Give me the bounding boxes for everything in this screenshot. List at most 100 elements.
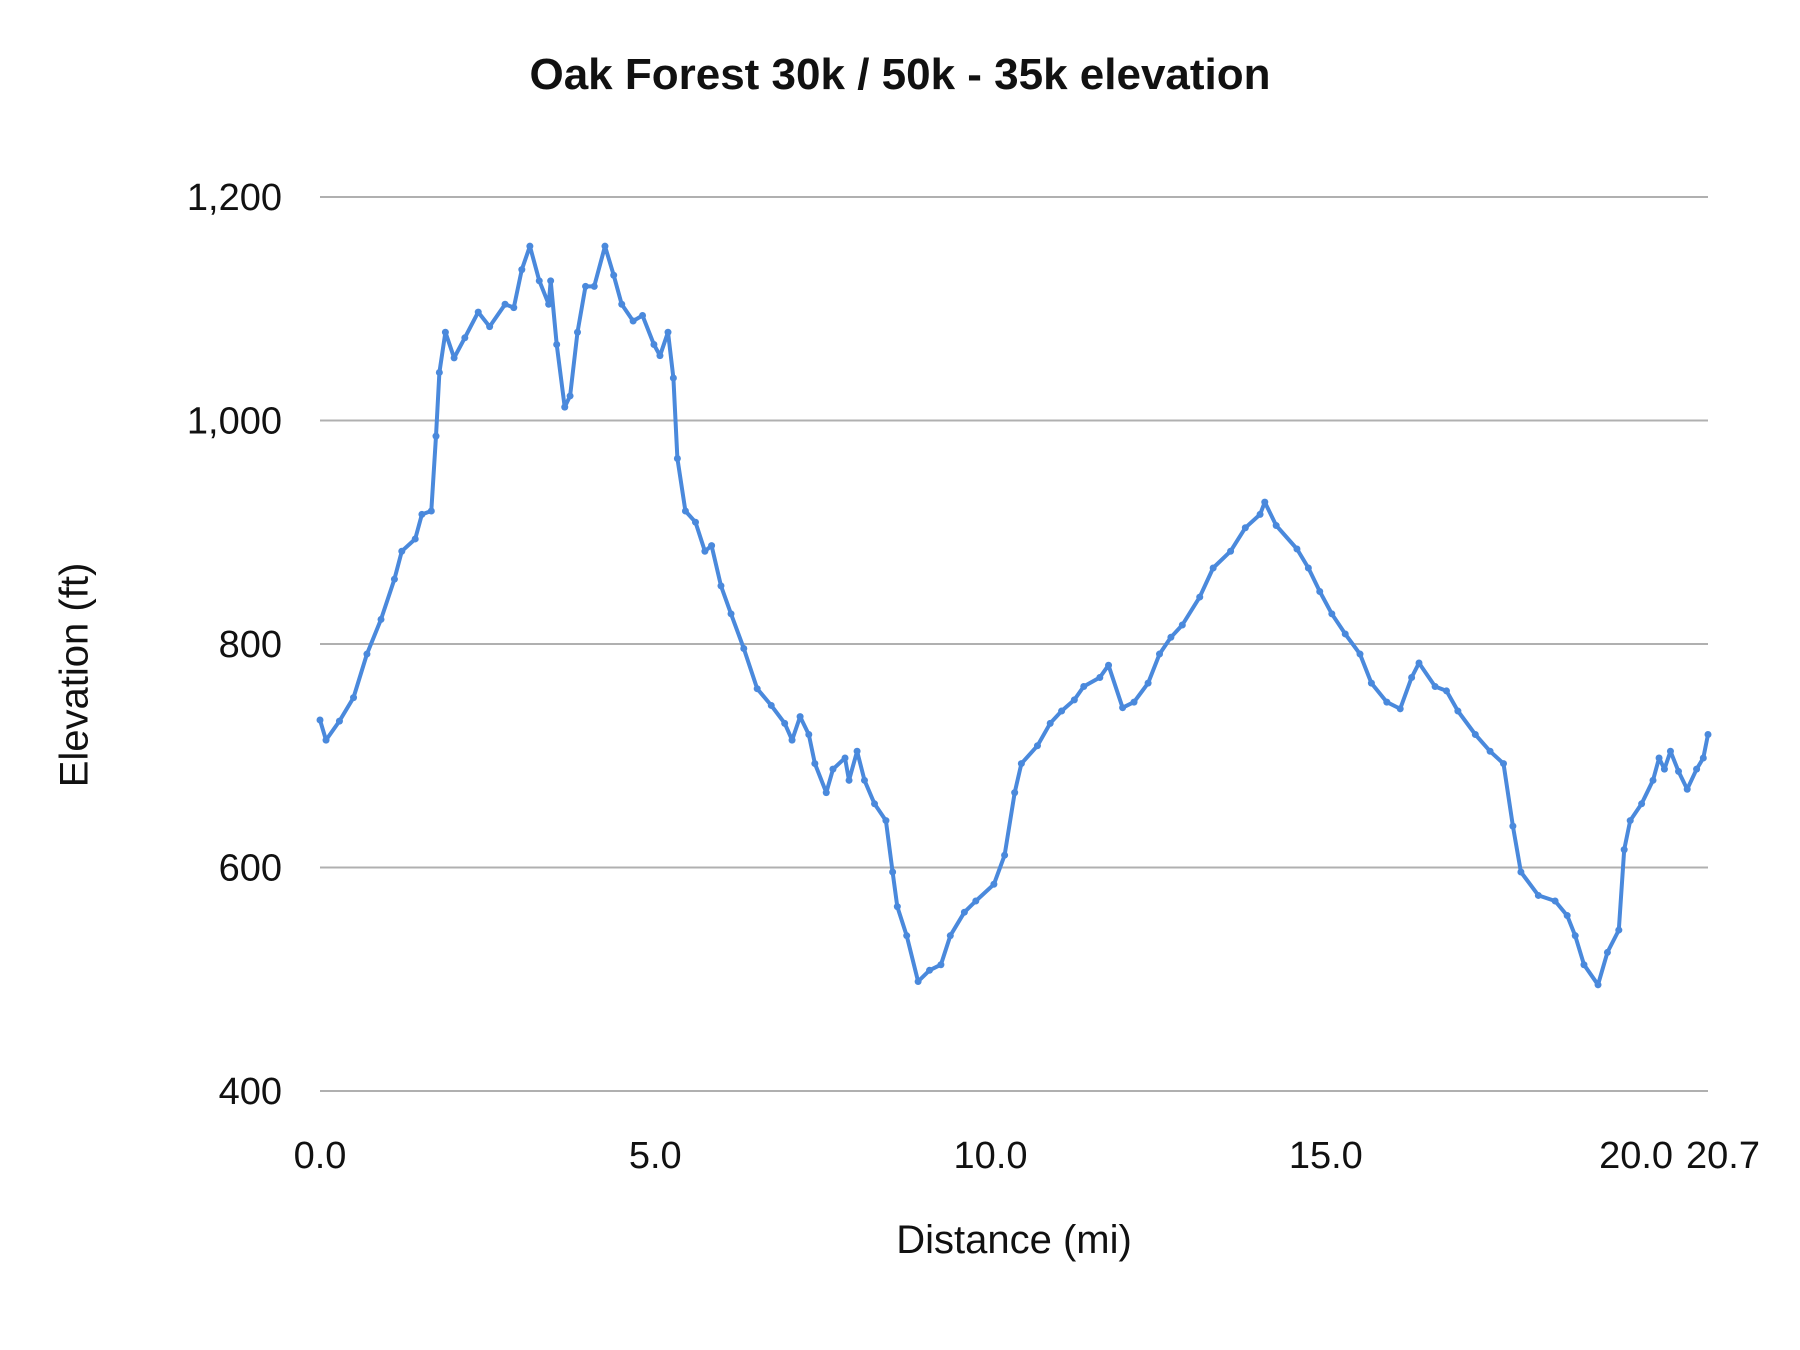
data-point bbox=[363, 650, 371, 658]
data-point bbox=[656, 352, 664, 360]
data-point bbox=[1620, 846, 1628, 854]
data-point bbox=[398, 547, 406, 555]
data-point bbox=[486, 323, 494, 331]
data-point bbox=[618, 300, 626, 308]
data-point bbox=[1486, 747, 1494, 755]
data-point bbox=[1571, 932, 1579, 940]
data-point bbox=[1119, 704, 1127, 712]
data-point bbox=[1603, 948, 1611, 956]
data-point bbox=[717, 582, 725, 590]
data-point bbox=[708, 542, 716, 550]
data-point bbox=[535, 277, 543, 285]
data-point bbox=[639, 311, 647, 319]
data-point bbox=[526, 242, 534, 250]
data-point bbox=[841, 754, 849, 762]
data-point bbox=[1256, 510, 1264, 518]
data-point bbox=[322, 736, 330, 744]
data-point bbox=[882, 817, 890, 825]
data-point bbox=[1272, 522, 1280, 530]
data-point bbox=[796, 713, 804, 721]
data-point bbox=[510, 304, 518, 312]
data-point bbox=[673, 454, 681, 462]
data-point bbox=[767, 701, 775, 709]
y-tick-label: 600 bbox=[219, 848, 282, 890]
data-point bbox=[681, 507, 689, 515]
data-point bbox=[1130, 698, 1138, 706]
data-point bbox=[561, 403, 569, 411]
data-point bbox=[853, 747, 861, 755]
data-point bbox=[518, 266, 526, 274]
data-point bbox=[860, 776, 868, 784]
data-point bbox=[1304, 564, 1312, 572]
data-point bbox=[691, 518, 699, 526]
data-point bbox=[1415, 659, 1423, 667]
x-tick-label: 10.0 bbox=[954, 1135, 1028, 1177]
data-point bbox=[441, 328, 449, 336]
data-point bbox=[435, 368, 443, 376]
data-point bbox=[946, 932, 954, 940]
data-point bbox=[1655, 754, 1663, 762]
data-point bbox=[1454, 707, 1462, 715]
data-point bbox=[582, 282, 590, 290]
data-point bbox=[547, 277, 555, 285]
data-point bbox=[1070, 696, 1078, 704]
y-tick-label: 400 bbox=[219, 1071, 282, 1113]
data-point bbox=[450, 354, 458, 362]
data-point bbox=[1431, 682, 1439, 690]
data-point bbox=[822, 789, 830, 797]
data-point bbox=[1704, 731, 1712, 739]
data-point bbox=[1563, 912, 1571, 920]
data-point bbox=[903, 932, 911, 940]
data-point bbox=[937, 961, 945, 969]
data-point bbox=[1058, 707, 1066, 715]
data-point bbox=[1674, 767, 1682, 775]
data-point bbox=[427, 507, 435, 515]
data-point bbox=[418, 510, 426, 518]
data-point bbox=[1649, 776, 1657, 784]
data-point bbox=[1499, 760, 1507, 768]
data-point bbox=[1328, 610, 1336, 618]
data-point bbox=[1017, 760, 1025, 768]
data-point bbox=[390, 575, 398, 583]
data-point bbox=[1638, 800, 1646, 808]
data-point bbox=[1178, 621, 1186, 629]
data-point bbox=[1660, 765, 1668, 773]
x-tick-label: 5.0 bbox=[629, 1135, 682, 1177]
data-point bbox=[1241, 524, 1249, 532]
data-point bbox=[1615, 926, 1623, 934]
data-point bbox=[377, 615, 385, 623]
data-point bbox=[350, 694, 358, 702]
data-point bbox=[889, 868, 897, 876]
x-axis-title: Distance (mi) bbox=[896, 1218, 1132, 1262]
data-point bbox=[805, 731, 813, 739]
data-point bbox=[990, 880, 998, 888]
data-point bbox=[727, 610, 735, 618]
data-point bbox=[553, 341, 561, 349]
data-point bbox=[1471, 731, 1479, 739]
data-point bbox=[1408, 674, 1416, 682]
data-point bbox=[316, 716, 324, 724]
data-point bbox=[1167, 633, 1175, 641]
data-point bbox=[871, 800, 879, 808]
data-point bbox=[1699, 754, 1707, 762]
x-tick-label: 20.0 bbox=[1599, 1135, 1673, 1177]
data-point bbox=[1033, 742, 1041, 750]
data-point bbox=[1105, 661, 1113, 669]
data-point bbox=[629, 317, 637, 325]
data-point bbox=[1666, 747, 1674, 755]
data-point bbox=[1693, 765, 1701, 773]
data-point bbox=[501, 300, 509, 308]
data-point bbox=[566, 392, 574, 400]
y-axis-title: Elevation (ft) bbox=[52, 562, 97, 788]
data-point bbox=[664, 328, 672, 336]
data-point bbox=[1156, 650, 1164, 658]
data-point bbox=[788, 736, 796, 744]
data-point bbox=[811, 760, 819, 768]
y-tick-label: 1,200 bbox=[187, 177, 282, 219]
data-point bbox=[926, 966, 934, 974]
data-point bbox=[829, 765, 837, 773]
data-point bbox=[1261, 498, 1269, 506]
data-point bbox=[545, 300, 553, 308]
data-point bbox=[610, 271, 618, 279]
